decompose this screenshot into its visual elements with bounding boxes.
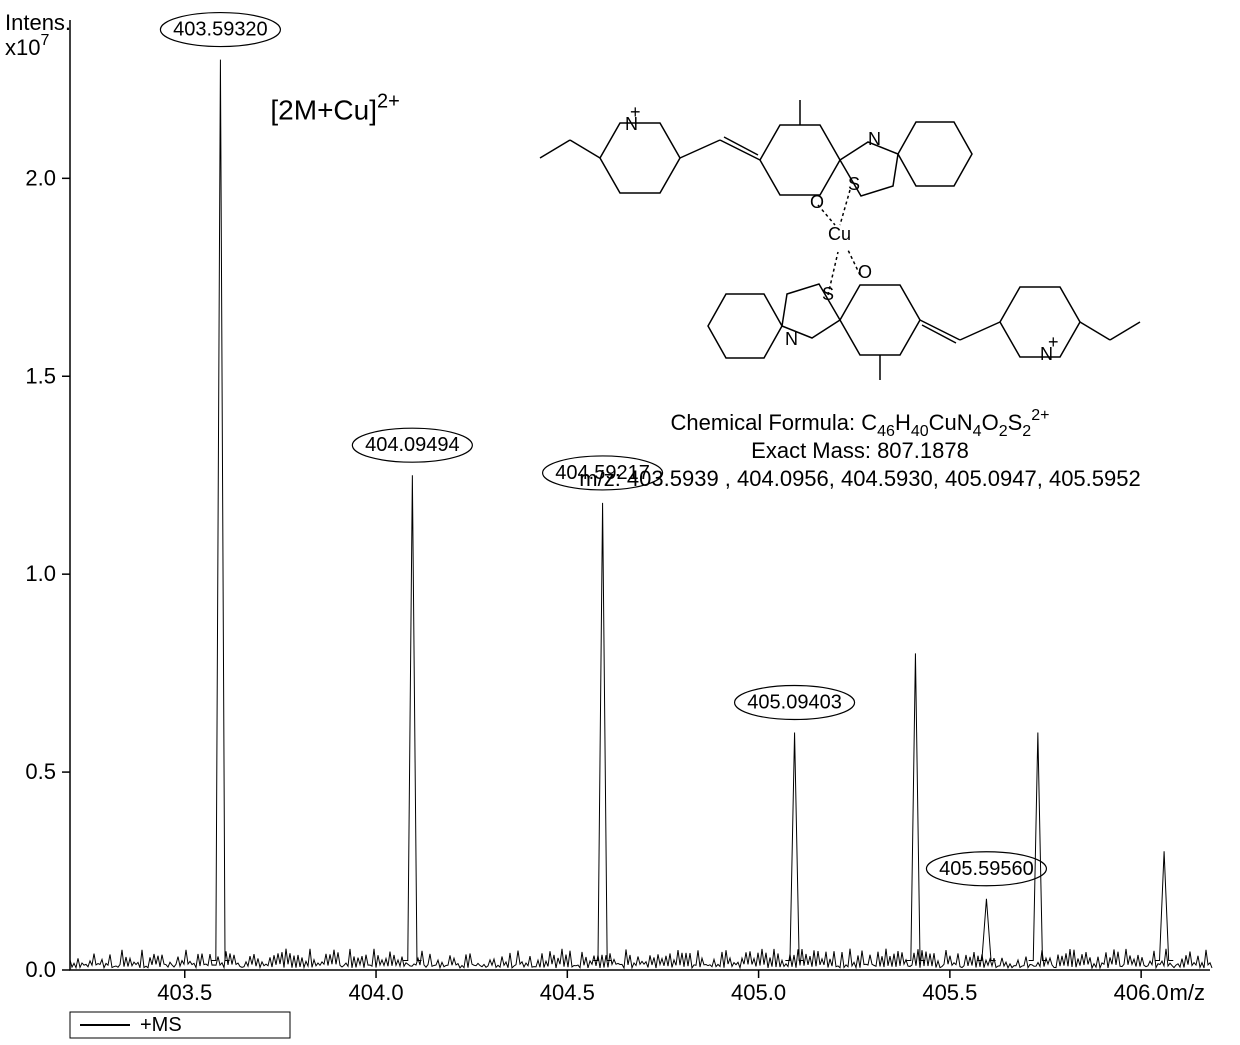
- mz-values: m/z: 403.5939 , 404.0956, 404.5930, 405.…: [579, 466, 1140, 491]
- svg-text:+: +: [1048, 332, 1059, 352]
- x-tick-label: 404.5: [540, 980, 595, 1005]
- x-tick-label: 404.0: [349, 980, 404, 1005]
- exact-mass: Exact Mass: 807.1878: [751, 438, 969, 463]
- y-axis-title-line1: Intens.: [5, 10, 71, 35]
- svg-text:O: O: [810, 192, 824, 212]
- peak-label: 403.59320: [173, 19, 268, 41]
- svg-text:O: O: [858, 262, 872, 282]
- svg-text:Cu: Cu: [828, 224, 851, 244]
- mass-spectrum-chart: 0.0 0.5 1.0 1.5 2.0 403.5 404.0 404.5 405.0 405.5…: [0, 0, 1240, 1040]
- y-tick-label: 0.0: [25, 957, 56, 982]
- x-tick-label: 405.5: [922, 980, 977, 1005]
- legend-label: +MS: [140, 1014, 182, 1036]
- y-tick-label: 2.0: [25, 165, 56, 190]
- peak-label: 405.09403: [747, 692, 842, 714]
- peak-label: 405.59560: [939, 858, 1034, 880]
- x-tick-label: 403.5: [157, 980, 212, 1005]
- x-tick-label: 406.0: [1114, 980, 1169, 1005]
- y-tick-label: 1.0: [25, 561, 56, 586]
- x-tick-label: 405.0: [731, 980, 786, 1005]
- y-tick-label: 1.5: [25, 363, 56, 388]
- svg-text:+: +: [630, 102, 641, 122]
- x-axis-title: m/z: [1170, 980, 1205, 1005]
- svg-text:N: N: [785, 329, 798, 349]
- y-tick-label: 0.5: [25, 759, 56, 784]
- svg-text:N: N: [868, 129, 881, 149]
- peak-label: 404.09494: [365, 434, 460, 456]
